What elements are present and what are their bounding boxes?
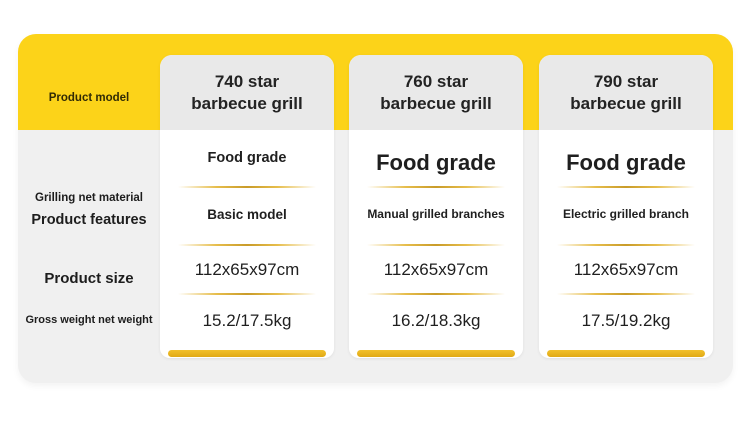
row-label-product-model: Product model	[48, 92, 130, 104]
gold-divider-icon	[557, 244, 695, 246]
product-card-header: 740 star barbecue grill	[160, 55, 334, 130]
gold-divider-icon	[178, 293, 316, 295]
cell-weight: 15.2/17.5kg	[202, 311, 292, 330]
product-card-header: 790 star barbecue grill	[539, 55, 713, 130]
row-label-product-size: Product size	[44, 270, 134, 287]
row-label-column: Product model Grilling net material Prod…	[18, 34, 160, 383]
product-card-body: Food grade Manual grilled branches 112x6…	[349, 130, 523, 358]
product-column-card[interactable]: 790 star barbecue grill Food grade Elect…	[539, 55, 713, 358]
card-footer-bar	[357, 350, 515, 357]
cell-feature: Electric grilled branch	[562, 207, 690, 221]
product-title: 740 star barbecue grill	[191, 72, 303, 113]
cell-size: 112x65x97cm	[573, 260, 679, 279]
gold-divider-icon	[367, 244, 505, 246]
gold-divider-icon	[367, 186, 505, 188]
cell-size: 112x65x97cm	[194, 260, 300, 279]
gold-divider-icon	[178, 186, 316, 188]
product-column-card[interactable]: 760 star barbecue grill Food grade Manua…	[349, 55, 523, 358]
product-card-body: Food grade Basic model 112x65x97cm 15.2/…	[160, 130, 334, 358]
gold-divider-icon	[367, 293, 505, 295]
cell-size: 112x65x97cm	[383, 260, 489, 279]
cell-weight: 17.5/19.2kg	[581, 311, 671, 330]
card-footer-bar	[547, 350, 705, 357]
row-label-product-features: Product features	[31, 212, 147, 228]
product-card-body: Food grade Electric grilled branch 112x6…	[539, 130, 713, 358]
gold-divider-icon	[557, 293, 695, 295]
cell-feature: Manual grilled branches	[367, 207, 505, 221]
cell-material: Food grade	[376, 150, 496, 175]
product-card-header: 760 star barbecue grill	[349, 55, 523, 130]
cell-material: Food grade	[566, 150, 686, 175]
cell-feature: Basic model	[207, 207, 287, 222]
product-title: 760 star barbecue grill	[380, 72, 492, 113]
product-column-card[interactable]: 740 star barbecue grill Food grade Basic…	[160, 55, 334, 358]
row-label-gross-net-weight: Gross weight net weight	[25, 314, 153, 326]
card-footer-bar	[168, 350, 326, 357]
cell-material: Food grade	[207, 150, 287, 166]
cell-weight: 16.2/18.3kg	[391, 311, 481, 330]
row-label-grilling-net-material: Grilling net material	[35, 192, 143, 204]
product-title: 790 star barbecue grill	[570, 72, 682, 113]
gold-divider-icon	[557, 186, 695, 188]
gold-divider-icon	[178, 244, 316, 246]
